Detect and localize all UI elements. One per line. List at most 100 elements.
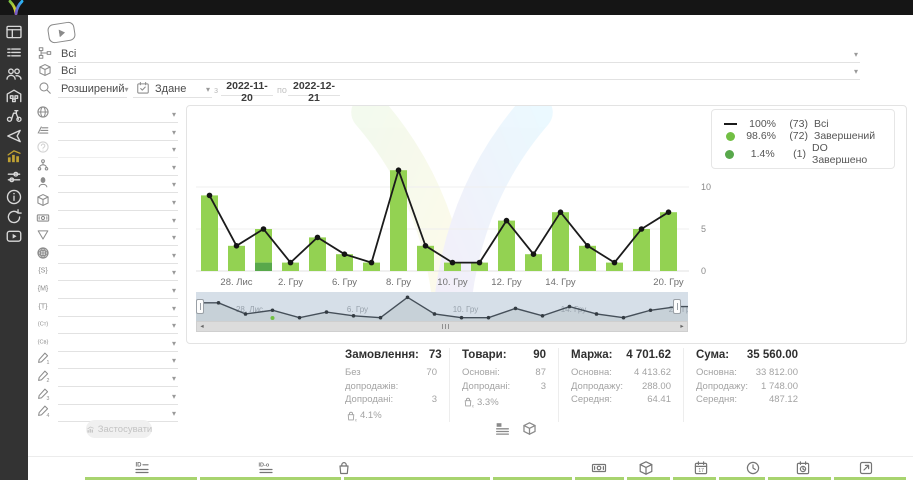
chevron-down-icon: ▾ [853, 67, 858, 76]
dashboard-icon [6, 25, 22, 39]
person-filter-select[interactable]: ▾ [58, 174, 178, 194]
package-icon [39, 64, 51, 76]
globe-grid-filter-select[interactable]: ▾ [58, 245, 178, 264]
funnel-filter-select[interactable]: ▾ [58, 227, 178, 247]
chevron-down-icon: ▾ [853, 50, 858, 59]
svg-text:20. Гру: 20. Гру [653, 277, 684, 288]
video-hint-button[interactable] [46, 21, 77, 44]
scroll-right-icon[interactable]: ▸ [680, 323, 684, 330]
chart-icon [86, 425, 95, 434]
svg-text:10: 10 [701, 182, 711, 192]
token-t-filter-select[interactable]: ▾ [58, 298, 178, 317]
sidebar-item-orders-list[interactable] [5, 44, 23, 62]
package-view-toggle[interactable] [521, 420, 539, 438]
calendar-clock-column-header[interactable] [795, 460, 811, 476]
sidebar-item-analytics[interactable] [5, 147, 23, 165]
svg-text:{S}: {S} [38, 268, 48, 275]
search-mode-select[interactable]: Розширений ▾ [58, 79, 128, 98]
sidebar-item-sliders[interactable] [5, 168, 23, 186]
chevron-down-icon: ▾ [171, 321, 176, 331]
chart-legend: 100% (73) Всі 98.6% (72) Завершений 1.4% (1) DO … [711, 109, 895, 169]
chevron-down-icon: ▾ [171, 127, 176, 137]
dot-swatch [725, 131, 735, 141]
calendar-export-column-header[interactable] [858, 460, 874, 476]
clock-column-header[interactable] [745, 460, 761, 476]
brand-logo-icon[interactable] [7, 0, 25, 15]
calendar-check-icon [137, 82, 149, 94]
svg-text:{Ст}: {Ст} [38, 322, 48, 328]
token-св-filter-select[interactable]: ▾ [58, 333, 178, 352]
banknote-filter-select[interactable]: ▾ [58, 210, 178, 229]
id-o-column-header[interactable]: ID-o [258, 460, 274, 476]
sidebar-item-users[interactable] [5, 65, 23, 83]
upsell-rate: x 3.3% [462, 396, 546, 408]
stat-row: Допродані: 3 [462, 380, 546, 392]
package-cell-column-header[interactable] [638, 460, 654, 476]
search-icon [39, 82, 51, 94]
svg-text:2: 2 [46, 378, 49, 383]
id-lines-column-header[interactable]: ID [134, 460, 150, 476]
globe-filter-select[interactable]: ▾ [58, 104, 178, 123]
svg-text:0: 0 [701, 266, 706, 276]
pencil-1-filter-select[interactable]: ▾ [58, 350, 178, 370]
apply-button[interactable]: Застосувати [86, 420, 152, 438]
pencil-3-filter-select[interactable]: ▾ [58, 386, 178, 405]
bag-column-header[interactable] [336, 460, 352, 476]
pencil-2-filter-select[interactable]: ▾ [58, 368, 178, 387]
source-select[interactable]: Всі ▾ [58, 44, 860, 63]
sidebar [0, 15, 28, 480]
sidebar-item-delivery[interactable] [5, 106, 23, 124]
chevron-down-icon: ▾ [171, 162, 176, 172]
date-to-input[interactable]: 2022-12-21 [288, 80, 340, 104]
sidebar-item-announce[interactable] [5, 127, 23, 145]
chevron-down-icon: ▾ [205, 85, 210, 94]
banknote-cell-column-header[interactable] [591, 460, 607, 476]
sidebar-item-sync[interactable] [5, 208, 23, 226]
legend-item-0[interactable]: 100% (73) Всі [722, 118, 884, 130]
stat-title: Замовлення: 73 [345, 349, 442, 361]
column-underline [627, 477, 670, 480]
chevron-down-icon: ▾ [171, 303, 176, 313]
package-icon [37, 194, 49, 206]
token-icon: {M} [38, 285, 49, 292]
date-from-input[interactable]: 2022-11-20 [221, 80, 273, 104]
svg-text:3: 3 [46, 395, 49, 400]
calendar-column-header[interactable]: 17 [693, 460, 709, 476]
token-ст-filter-select[interactable]: ▾ [58, 315, 178, 335]
brush-handle-left[interactable] [196, 299, 204, 314]
sidebar-item-dashboard[interactable] [5, 23, 23, 41]
id-lines-icon: ID [135, 463, 149, 474]
pencil-icon: 1 [38, 352, 49, 365]
token-icon: {T} [39, 303, 49, 310]
clock-icon [746, 461, 760, 475]
scroll-left-icon[interactable]: ◂ [200, 323, 204, 330]
token-s-filter-select[interactable]: ▾ [58, 262, 178, 282]
svg-text:x: x [355, 417, 357, 422]
product-value: Всі [61, 65, 77, 77]
layers-filter-select[interactable]: ▾ [58, 122, 178, 141]
svg-text:1: 1 [46, 360, 49, 365]
legend-item-2[interactable]: 1.4% (1) DO Завершено [722, 142, 884, 166]
sidebar-item-warehouse[interactable] [5, 87, 23, 105]
chevron-down-icon: ▾ [171, 286, 176, 295]
product-select[interactable]: Всі ▾ [58, 61, 860, 80]
list-view-toggle[interactable] [494, 420, 512, 438]
scrollbar-grip[interactable] [442, 324, 449, 329]
legend-item-1[interactable]: 98.6% (72) Завершений [722, 130, 884, 142]
hierarchy-filter-select[interactable]: ▾ [58, 157, 178, 176]
package-view-icon [523, 422, 536, 435]
package-filter-select[interactable]: ▾ [58, 192, 178, 211]
svg-text:ID: ID [136, 463, 143, 469]
svg-text:ID-o: ID-o [259, 463, 270, 469]
date-type-select[interactable]: Здане ▾ [133, 79, 212, 98]
token-m-filter-select[interactable]: ▾ [58, 280, 178, 299]
orders-list-icon [7, 48, 21, 57]
chevron-down-icon: ▾ [171, 374, 176, 383]
sidebar-item-video[interactable] [5, 227, 23, 245]
svg-text:5: 5 [701, 224, 706, 234]
brush-handle-right[interactable] [673, 299, 681, 314]
sidebar-item-info[interactable] [5, 188, 23, 206]
date-to-label: по [277, 85, 287, 95]
navigator-scrollbar[interactable]: ◂ ▸ [196, 321, 688, 332]
calendar-clock-icon [796, 461, 810, 475]
